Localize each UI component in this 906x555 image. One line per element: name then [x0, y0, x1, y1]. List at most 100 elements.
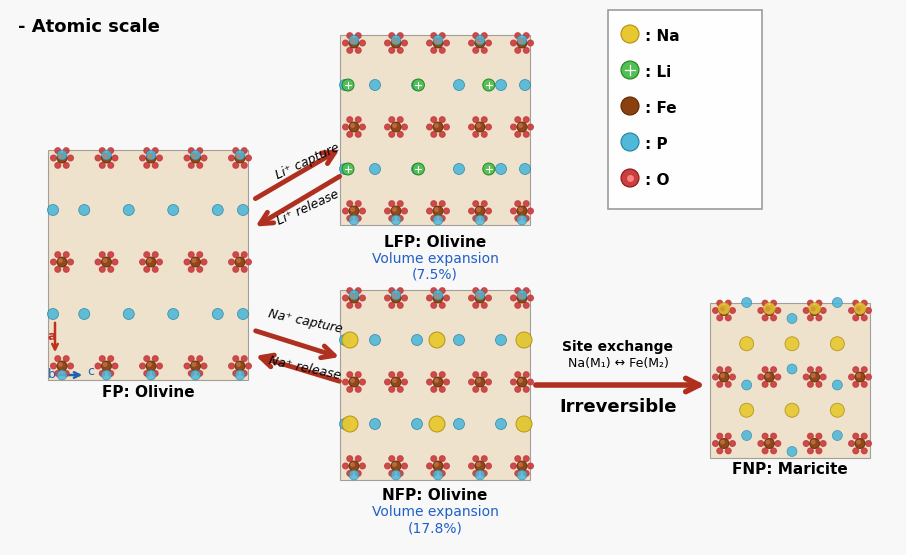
Circle shape	[398, 471, 403, 476]
Circle shape	[233, 252, 238, 258]
Circle shape	[190, 150, 200, 160]
Circle shape	[524, 201, 529, 206]
Circle shape	[63, 266, 69, 272]
Circle shape	[519, 335, 531, 346]
Circle shape	[148, 259, 151, 263]
Circle shape	[47, 204, 59, 215]
Circle shape	[481, 471, 487, 476]
Circle shape	[355, 215, 361, 221]
Circle shape	[101, 370, 111, 380]
Circle shape	[486, 40, 491, 46]
Circle shape	[431, 215, 437, 221]
Circle shape	[481, 215, 487, 221]
Circle shape	[726, 315, 731, 321]
Circle shape	[146, 153, 156, 163]
Circle shape	[233, 266, 238, 272]
Circle shape	[412, 163, 424, 175]
Circle shape	[197, 252, 203, 258]
Circle shape	[427, 208, 432, 214]
Circle shape	[427, 40, 432, 46]
Circle shape	[360, 463, 365, 469]
Circle shape	[517, 122, 527, 132]
Circle shape	[108, 148, 113, 153]
Text: (17.8%): (17.8%)	[408, 521, 462, 535]
Circle shape	[524, 117, 529, 123]
Circle shape	[849, 307, 854, 314]
Circle shape	[349, 293, 359, 303]
Circle shape	[355, 132, 361, 137]
Circle shape	[853, 381, 859, 387]
Circle shape	[435, 208, 439, 211]
Circle shape	[233, 356, 238, 361]
Circle shape	[804, 307, 809, 314]
Circle shape	[439, 117, 445, 123]
Circle shape	[717, 381, 723, 387]
Circle shape	[816, 367, 822, 372]
Circle shape	[351, 40, 354, 43]
Circle shape	[55, 148, 61, 153]
Circle shape	[342, 124, 348, 130]
Circle shape	[63, 252, 69, 258]
Circle shape	[511, 124, 516, 130]
Circle shape	[212, 204, 223, 215]
Circle shape	[766, 374, 769, 377]
Circle shape	[355, 456, 361, 461]
Circle shape	[391, 377, 401, 387]
Circle shape	[771, 448, 776, 453]
Circle shape	[468, 463, 475, 469]
Circle shape	[140, 155, 145, 161]
Circle shape	[439, 215, 445, 221]
Circle shape	[854, 302, 866, 315]
Circle shape	[804, 441, 809, 446]
Circle shape	[515, 372, 521, 377]
Circle shape	[486, 295, 491, 301]
Circle shape	[355, 48, 361, 53]
Circle shape	[439, 201, 445, 206]
Circle shape	[775, 307, 781, 314]
Circle shape	[146, 370, 156, 380]
Circle shape	[237, 309, 248, 320]
Circle shape	[63, 148, 69, 153]
Circle shape	[349, 206, 359, 216]
Circle shape	[810, 438, 820, 448]
Circle shape	[351, 124, 354, 127]
Circle shape	[807, 433, 814, 439]
Circle shape	[519, 164, 531, 174]
Circle shape	[401, 208, 408, 214]
Circle shape	[862, 381, 867, 387]
Circle shape	[483, 163, 495, 175]
Circle shape	[342, 463, 348, 469]
Circle shape	[758, 307, 764, 314]
Circle shape	[197, 266, 203, 272]
Circle shape	[742, 297, 752, 307]
Circle shape	[713, 374, 718, 380]
Circle shape	[477, 295, 480, 298]
Circle shape	[468, 379, 475, 385]
Circle shape	[477, 40, 480, 43]
Circle shape	[347, 201, 352, 206]
Circle shape	[197, 163, 203, 168]
Circle shape	[112, 259, 118, 265]
Circle shape	[439, 471, 445, 476]
Circle shape	[816, 433, 822, 439]
Circle shape	[516, 332, 532, 348]
Circle shape	[108, 252, 113, 258]
Circle shape	[188, 356, 194, 361]
Circle shape	[720, 440, 724, 444]
Circle shape	[433, 293, 443, 303]
Circle shape	[862, 448, 867, 453]
Circle shape	[411, 335, 422, 346]
Circle shape	[524, 288, 529, 294]
Circle shape	[775, 441, 781, 446]
Circle shape	[481, 456, 487, 461]
Text: Volume expansion: Volume expansion	[371, 505, 498, 519]
Circle shape	[57, 361, 67, 371]
Circle shape	[398, 33, 403, 38]
Text: Li⁺ release: Li⁺ release	[275, 188, 342, 228]
Circle shape	[55, 252, 61, 258]
Circle shape	[816, 315, 822, 321]
Circle shape	[766, 440, 769, 444]
Circle shape	[103, 155, 107, 158]
Circle shape	[765, 305, 775, 315]
Circle shape	[237, 204, 248, 215]
